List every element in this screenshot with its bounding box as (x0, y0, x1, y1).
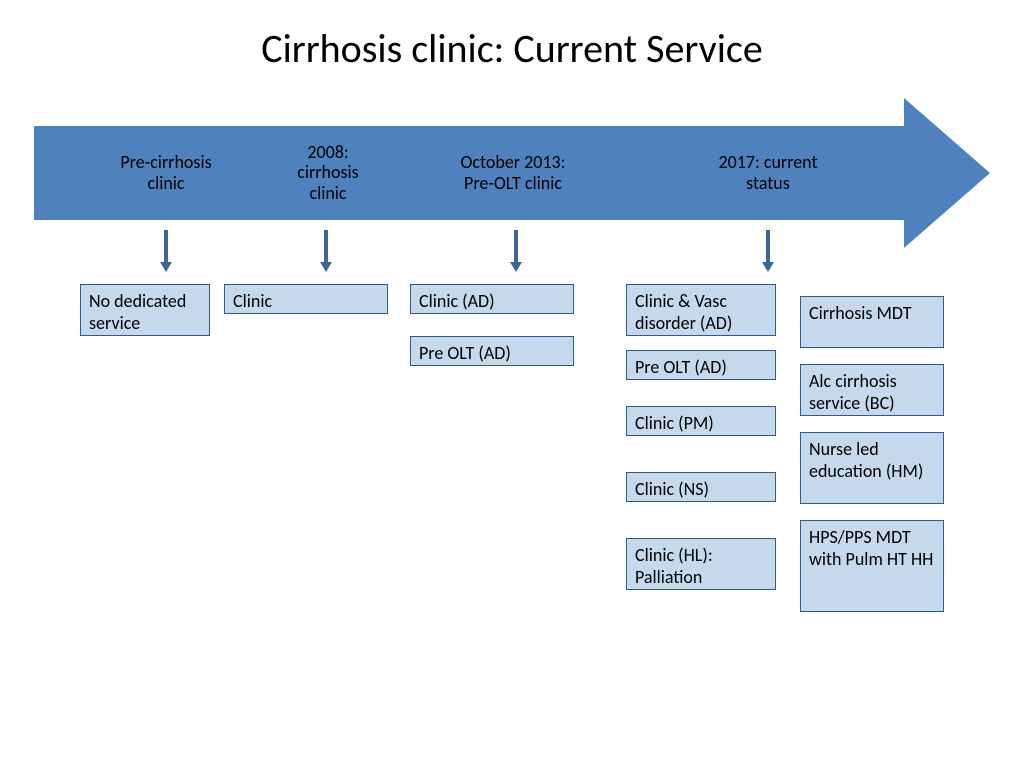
service-box: Pre OLT (AD) (410, 336, 574, 366)
page-title: Cirrhosis clinic: Current Service (0, 0, 1024, 73)
timeline-stage-label: Pre-cirrhosisclinic (96, 152, 236, 193)
service-box: Alc cirrhosis service (BC) (800, 364, 944, 416)
timeline-stage-label: 2008:cirrhosisclinic (268, 142, 388, 204)
timeline-stage-label: October 2013:Pre-OLT clinic (428, 152, 598, 193)
timeline-stage-label: 2017: currentstatus (698, 152, 838, 193)
service-box: Clinic (224, 284, 388, 314)
service-box: Cirrhosis MDT (800, 296, 944, 348)
down-arrow-icon (510, 230, 522, 274)
down-arrow-icon (320, 230, 332, 274)
service-box: Clinic (PM) (626, 406, 776, 436)
service-box: Pre OLT (AD) (626, 350, 776, 380)
service-box: Nurse led education (HM) (800, 432, 944, 504)
down-arrow-icon (762, 230, 774, 274)
service-box: Clinic (NS) (626, 472, 776, 502)
service-box: No dedicated service (80, 284, 210, 336)
service-box: Clinic & Vasc disorder (AD) (626, 284, 776, 336)
service-box: HPS/PPS MDT with Pulm HT HH (800, 520, 944, 612)
arrow-head-icon (904, 98, 990, 248)
service-box: Clinic (AD) (410, 284, 574, 314)
service-box: Clinic (HL): Palliation (626, 538, 776, 590)
down-arrow-icon (160, 230, 172, 274)
